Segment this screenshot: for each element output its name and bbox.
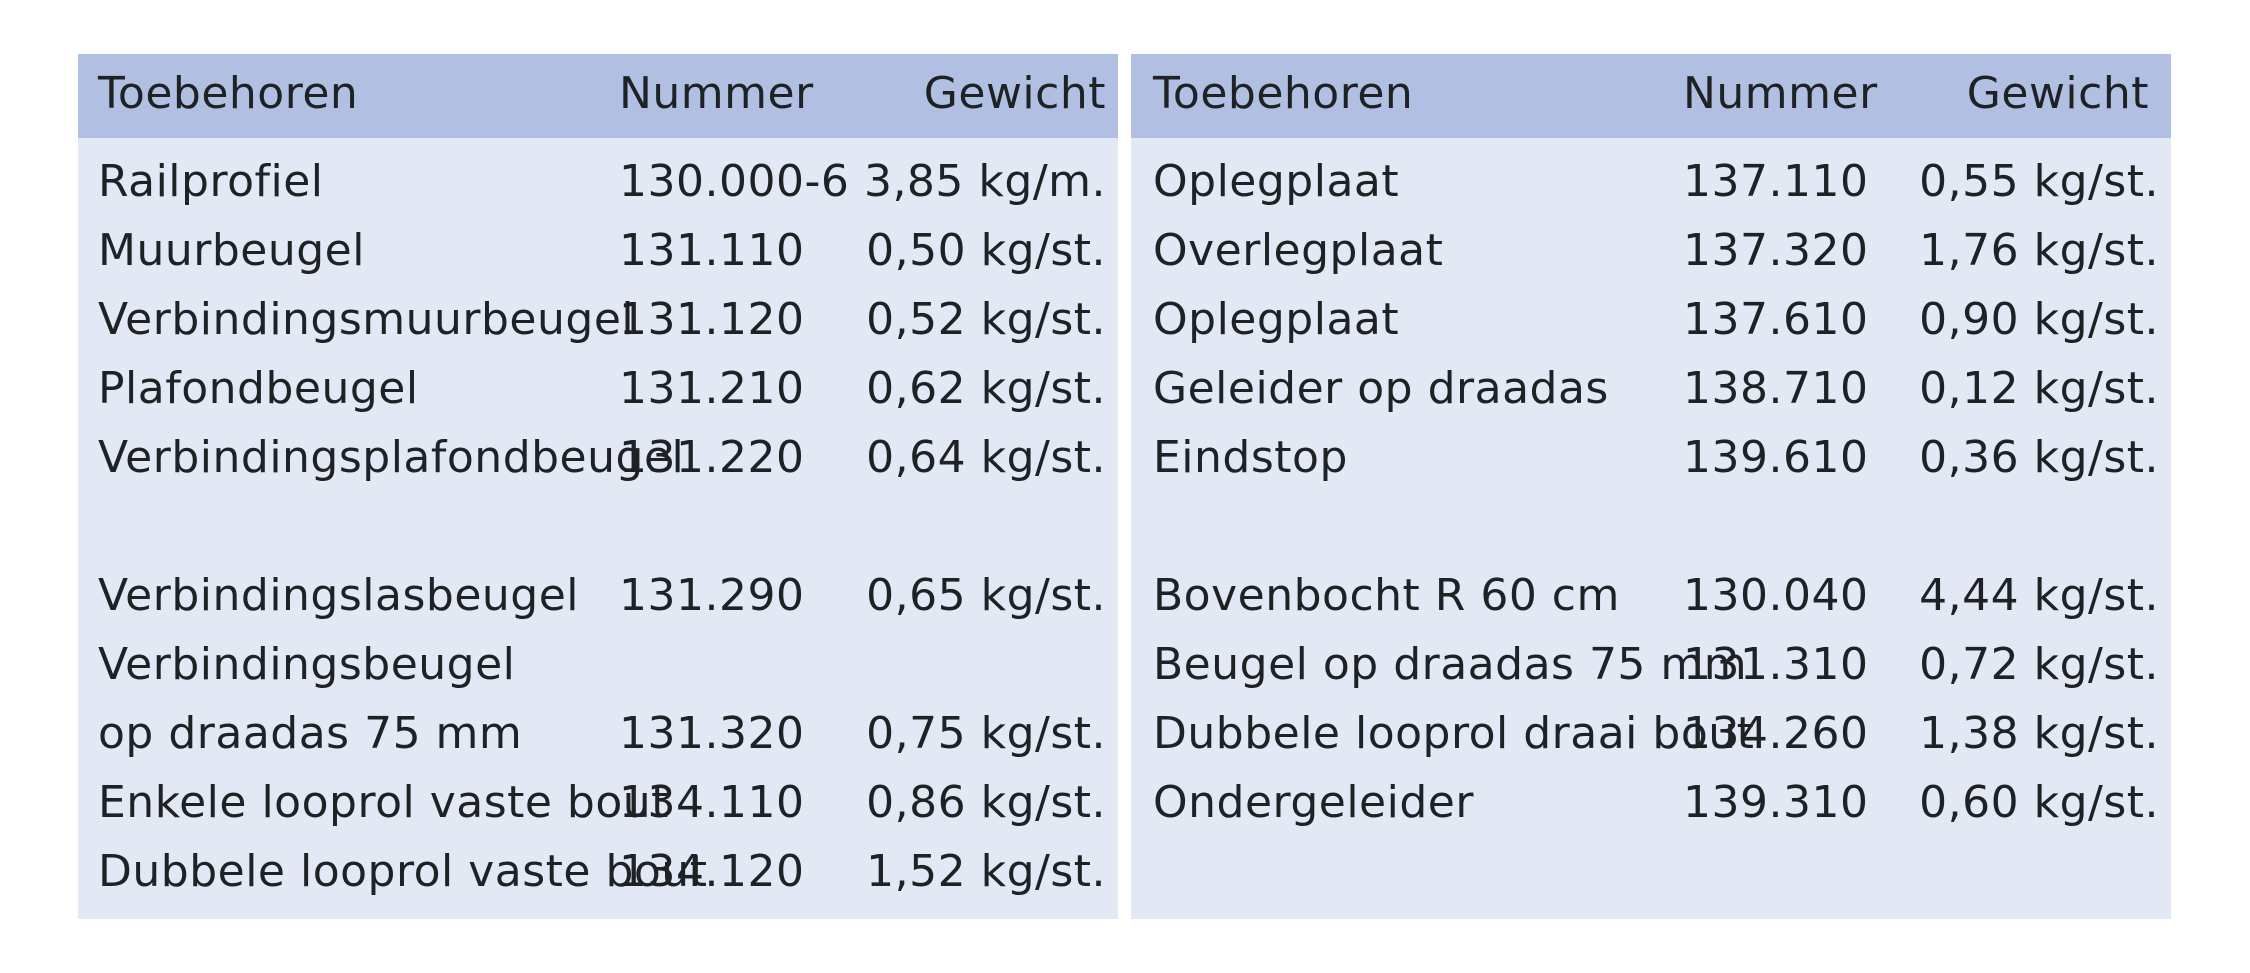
row-number: 131.120	[619, 294, 805, 345]
row-item: Geleider op draadas	[1153, 363, 1609, 414]
row-item: Verbindingsbeugel	[98, 639, 516, 690]
header-item: Toebehoren	[98, 68, 359, 119]
header-number: Nummer	[1683, 68, 1878, 119]
row-number: 137.610	[1683, 294, 1869, 345]
row-weight: 0,90 kg/st.	[1919, 294, 2159, 345]
row-weight: 1,38 kg/st.	[1919, 708, 2159, 759]
row-number: 139.610	[1683, 432, 1869, 483]
row-item: Enkele looprol vaste bout	[98, 777, 669, 828]
row-weight: 0,65 kg/st.	[866, 570, 1106, 621]
row-item: Muurbeugel	[98, 225, 365, 276]
row-item: Verbindingsplafondbeugel	[98, 432, 685, 483]
row-item: Eindstop	[1153, 432, 1348, 483]
row-number: 131.320	[619, 708, 805, 759]
row-item: Beugel op draadas 75 mm	[1153, 639, 1748, 690]
header-weight: Gewicht	[923, 68, 1106, 119]
row-item: Oplegplaat	[1153, 294, 1400, 345]
header-number: Nummer	[619, 68, 814, 119]
row-item: Ondergeleider	[1153, 777, 1474, 828]
row-weight: 3,85 kg/m.	[863, 156, 1106, 207]
row-item: Overlegplaat	[1153, 225, 1444, 276]
row-item: Dubbele looprol vaste bout	[98, 846, 708, 897]
row-number: 138.710	[1683, 363, 1869, 414]
row-item: Oplegplaat	[1153, 156, 1400, 207]
row-number: 134.260	[1683, 708, 1869, 759]
row-weight: 0,52 kg/st.	[866, 294, 1106, 345]
header-item: Toebehoren	[1153, 68, 1414, 119]
row-item: Dubbele looprol draai bout	[1153, 708, 1755, 759]
row-weight: 0,50 kg/st.	[866, 225, 1106, 276]
row-number: 130.000-6	[619, 156, 850, 207]
row-weight: 0,75 kg/st.	[866, 708, 1106, 759]
row-item: op draadas 75 mm	[98, 708, 523, 759]
table-header: Toebehoren Nummer Gewicht	[1131, 54, 2171, 138]
row-number: 130.040	[1683, 570, 1869, 621]
accessories-table-right: Toebehoren Nummer Gewicht Oplegplaat 137.…	[1131, 54, 2171, 919]
row-number: 131.220	[619, 432, 805, 483]
row-number: 131.290	[619, 570, 805, 621]
row-item: Verbindingslasbeugel	[98, 570, 580, 621]
accessories-table-left: Toebehoren Nummer Gewicht Railprofiel 130…	[78, 54, 1118, 919]
row-item: Verbindingsmuurbeugel	[98, 294, 635, 345]
row-number: 134.120	[619, 846, 805, 897]
row-item: Bovenbocht R 60 cm	[1153, 570, 1620, 621]
row-number: 139.310	[1683, 777, 1869, 828]
row-weight: 1,52 kg/st.	[866, 846, 1106, 897]
row-weight: 1,76 kg/st.	[1919, 225, 2159, 276]
row-weight: 0,60 kg/st.	[1919, 777, 2159, 828]
row-number: 131.110	[619, 225, 805, 276]
row-number: 131.210	[619, 363, 805, 414]
row-weight: 0,86 kg/st.	[866, 777, 1106, 828]
row-weight: 0,62 kg/st.	[866, 363, 1106, 414]
row-weight: 4,44 kg/st.	[1919, 570, 2159, 621]
row-item: Railprofiel	[98, 156, 324, 207]
row-number: 137.110	[1683, 156, 1869, 207]
row-weight: 0,64 kg/st.	[866, 432, 1106, 483]
row-number: 134.110	[619, 777, 805, 828]
row-weight: 0,36 kg/st.	[1919, 432, 2159, 483]
row-weight: 0,12 kg/st.	[1919, 363, 2159, 414]
row-number: 137.320	[1683, 225, 1869, 276]
row-weight: 0,72 kg/st.	[1919, 639, 2159, 690]
row-item: Plafondbeugel	[98, 363, 419, 414]
row-number: 131.310	[1683, 639, 1869, 690]
row-weight: 0,55 kg/st.	[1919, 156, 2159, 207]
header-weight: Gewicht	[1966, 68, 2149, 119]
table-header: Toebehoren Nummer Gewicht	[78, 54, 1118, 138]
